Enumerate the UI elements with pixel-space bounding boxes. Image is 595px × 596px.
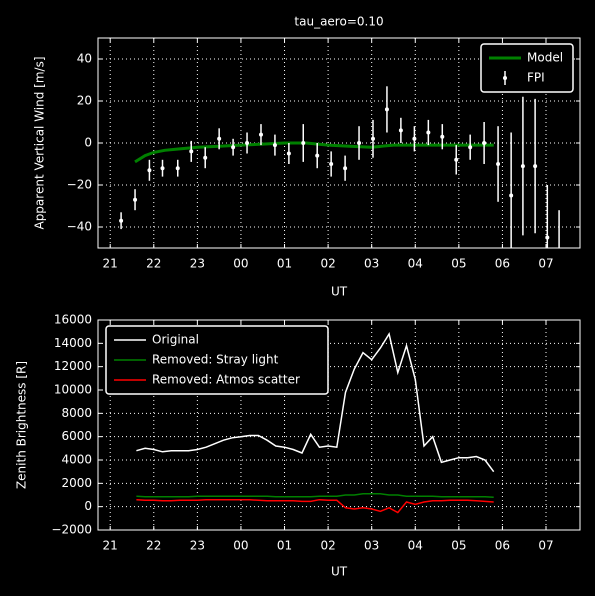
x-axis-label: UT	[331, 565, 348, 579]
legend: Original Removed: Stray light Removed: Atm…	[105, 325, 329, 395]
data-line	[136, 498, 494, 514]
data-point	[315, 153, 320, 158]
data-point	[245, 141, 250, 145]
axes-frame	[97, 319, 581, 531]
x-tick-label: 07	[538, 539, 553, 553]
x-tick-label: 06	[495, 539, 510, 553]
data-point	[286, 151, 291, 156]
data-point	[231, 145, 236, 150]
x-axis-label: UT	[331, 285, 348, 299]
data-point	[160, 166, 165, 171]
x-tick-label: 00	[233, 539, 248, 553]
y-tick-label: 14000	[54, 336, 92, 350]
x-tick-label: 23	[190, 539, 205, 553]
data-point	[343, 166, 348, 171]
data-point	[203, 155, 208, 160]
data-point	[384, 107, 389, 112]
axes-frame	[97, 37, 581, 249]
y-axis-label: Apparent Vertical Wind [m/s]	[33, 56, 47, 229]
data-point	[426, 130, 431, 135]
plot-area	[136, 332, 495, 514]
x-tick-label: 22	[146, 539, 161, 553]
data-point	[119, 218, 124, 223]
data-point	[533, 164, 538, 169]
legend-label: Model	[527, 51, 563, 65]
data-point	[398, 128, 403, 133]
y-tick-label: 0	[84, 499, 92, 513]
y-tick-label: 0	[84, 136, 92, 150]
y-tick-label: 20	[77, 94, 92, 108]
legend-label: FPI	[527, 71, 545, 85]
x-tick-label: 05	[451, 539, 466, 553]
legend-box	[105, 325, 329, 395]
data-point	[440, 134, 445, 139]
x-tick-label: 21	[103, 257, 118, 271]
y-tick-label: 16000	[54, 313, 92, 327]
data-point	[482, 141, 487, 145]
data-point	[329, 162, 334, 166]
x-tick-label: 05	[451, 257, 466, 271]
y-tick-label: 40	[77, 52, 92, 66]
x-tick-label: 04	[408, 539, 423, 553]
data-point	[496, 162, 501, 166]
data-point	[520, 164, 525, 169]
y-tick-label: 12000	[54, 359, 92, 373]
data-point	[217, 136, 222, 141]
legend-label: Removed: Stray light	[152, 353, 279, 367]
data-point	[272, 143, 277, 148]
y-tick-label: 10000	[54, 383, 92, 397]
data-point	[301, 141, 306, 145]
data-point	[412, 136, 417, 141]
y-tick-label: −2000	[51, 523, 92, 537]
legend: Model FPI	[480, 43, 574, 93]
data-line	[136, 493, 494, 499]
y-tick-label: 8000	[61, 406, 92, 420]
y-axis-label: Zenith Brightness [R]	[15, 361, 29, 489]
x-tick-label: 00	[233, 257, 248, 271]
data-point	[133, 197, 138, 202]
data-line	[136, 332, 495, 473]
x-tick-label: 02	[320, 257, 335, 271]
y-tick-label: 2000	[61, 476, 92, 490]
data-point	[454, 157, 459, 162]
data-point	[258, 132, 263, 137]
x-tick-label: 23	[190, 257, 205, 271]
data-point	[468, 145, 473, 150]
plot-area	[119, 86, 560, 248]
data-point	[357, 141, 362, 145]
x-tick-label: 02	[320, 539, 335, 553]
x-tick-label: 22	[146, 257, 161, 271]
x-tick-label: 06	[495, 257, 510, 271]
x-tick-label: 04	[408, 257, 423, 271]
legend-label: Removed: Atmos scatter	[152, 373, 300, 387]
data-point	[509, 193, 514, 198]
data-line	[134, 141, 494, 164]
data-point	[370, 136, 375, 141]
chart-title: tau_aero=0.10	[294, 15, 383, 29]
data-point	[189, 149, 194, 154]
y-tick-label: −20	[67, 178, 92, 192]
data-point	[175, 166, 180, 171]
legend-swatch	[503, 76, 507, 80]
x-tick-label: 01	[277, 539, 292, 553]
x-tick-label: 01	[277, 257, 292, 271]
x-tick-label: 21	[103, 539, 118, 553]
x-tick-label: 03	[364, 257, 379, 271]
y-tick-label: −40	[67, 220, 92, 234]
y-tick-label: 4000	[61, 453, 92, 467]
legend-label: Original	[152, 333, 199, 347]
data-point	[147, 168, 152, 173]
y-tick-label: 6000	[61, 429, 92, 443]
legend-box	[480, 43, 574, 93]
x-tick-label: 07	[538, 257, 553, 271]
data-point	[545, 235, 550, 240]
x-tick-label: 03	[364, 539, 379, 553]
